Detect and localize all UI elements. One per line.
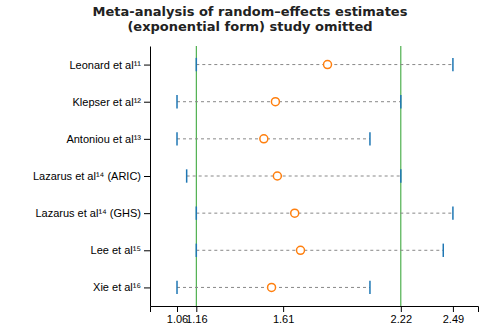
y-tick-mark <box>144 65 150 66</box>
y-tick-mark <box>144 176 150 177</box>
y-tick: Klepser et al¹² <box>73 96 150 108</box>
y-tick-label: Lazarus et al¹⁴ (ARIC) <box>33 170 141 182</box>
ci-line <box>196 213 453 214</box>
ci-cap <box>176 281 178 294</box>
x-tick-mark <box>453 306 454 312</box>
plot: 1.061.16 1.61 2.22 2.49 Leonard et al¹¹ Kleps… <box>33 46 479 325</box>
x-tick-mark <box>401 306 402 312</box>
title-line: (exponential form) study omitted <box>127 19 372 34</box>
chart: Meta-analysis of random–effects estimate… <box>0 0 500 336</box>
y-tick-label: Klepser et al¹² <box>73 96 142 108</box>
y-tick: Leonard et al¹¹ <box>69 59 150 71</box>
x-tick-label: 1.06 <box>167 313 188 325</box>
x-tick-mark <box>283 306 284 312</box>
ci-line <box>196 250 443 251</box>
y-tick-label: Leonard et al¹¹ <box>69 59 141 71</box>
y-axis: Leonard et al¹¹ Klepser et al¹² Antoniou e… <box>33 47 151 307</box>
ci-cap <box>176 95 178 108</box>
x-tick-label: 2.49 <box>443 313 464 325</box>
ci-cap <box>369 281 371 294</box>
y-tick-mark <box>144 139 150 140</box>
y-tick-label: Antoniou et al¹³ <box>66 133 141 145</box>
title: Meta-analysis of random–effects estimate… <box>93 4 408 34</box>
x-tick-label: 1.16 <box>186 313 207 325</box>
y-axis-line <box>150 47 151 307</box>
x-tick-label: 2.22 <box>391 313 412 325</box>
ci-line <box>177 138 370 139</box>
ci-cap <box>196 244 198 257</box>
ci-cap <box>369 132 371 145</box>
estimate-point <box>260 135 268 143</box>
estimate-point <box>268 283 276 291</box>
ci-cap <box>186 169 188 182</box>
y-tick-mark <box>144 213 150 214</box>
ci-line <box>177 101 401 102</box>
ci-cap <box>443 244 445 257</box>
ci-cap <box>196 58 198 71</box>
x-tick-mark <box>177 306 178 312</box>
ci-cap <box>452 206 454 219</box>
estimate-point <box>324 61 332 69</box>
x-tick: 1.16 <box>186 306 207 325</box>
marks <box>177 46 453 306</box>
y-tick-mark <box>144 287 150 288</box>
ci-caps <box>177 58 453 294</box>
title-line: Meta-analysis of random–effects estimate… <box>93 4 408 19</box>
ci-cap <box>400 169 402 182</box>
y-tick: Xie et al¹⁶ <box>93 281 150 293</box>
ci-cap <box>176 132 178 145</box>
estimates <box>260 61 332 292</box>
reference-line <box>400 46 401 306</box>
y-tick-mark <box>144 250 150 251</box>
y-tick-label: Xie et al¹⁶ <box>93 281 141 293</box>
x-tick-label: 1.61 <box>273 313 294 325</box>
reference-line <box>196 46 197 306</box>
y-tick: Lee et al¹⁵ <box>91 244 150 256</box>
y-tick-label: Lazarus et al¹⁴ (GHS) <box>35 207 141 219</box>
x-axis: 1.061.16 1.61 2.22 2.49 <box>151 306 479 325</box>
x-tick: 2.49 <box>443 306 464 325</box>
x-tick: 2.22 <box>391 306 412 325</box>
estimate-point <box>296 246 304 254</box>
ci-lines <box>177 65 453 288</box>
y-tick-mark <box>144 102 150 103</box>
ci-line <box>187 176 401 177</box>
y-tick: Lazarus et al¹⁴ (ARIC) <box>33 170 150 182</box>
estimate-point <box>291 209 299 217</box>
estimate-point <box>271 98 279 106</box>
reference-lines <box>196 46 401 306</box>
ci-cap <box>400 95 402 108</box>
ci-cap <box>452 58 454 71</box>
y-tick: Lazarus et al¹⁴ (GHS) <box>35 207 150 219</box>
ci-cap <box>196 206 198 219</box>
y-tick: Antoniou et al¹³ <box>66 133 150 145</box>
x-tick: 1.61 <box>273 306 294 325</box>
x-axis-line <box>151 307 479 313</box>
estimate-point <box>273 172 281 180</box>
x-tick: 1.06 <box>167 306 188 325</box>
y-tick-label: Lee et al¹⁵ <box>91 244 141 256</box>
x-tick-mark <box>196 306 197 312</box>
